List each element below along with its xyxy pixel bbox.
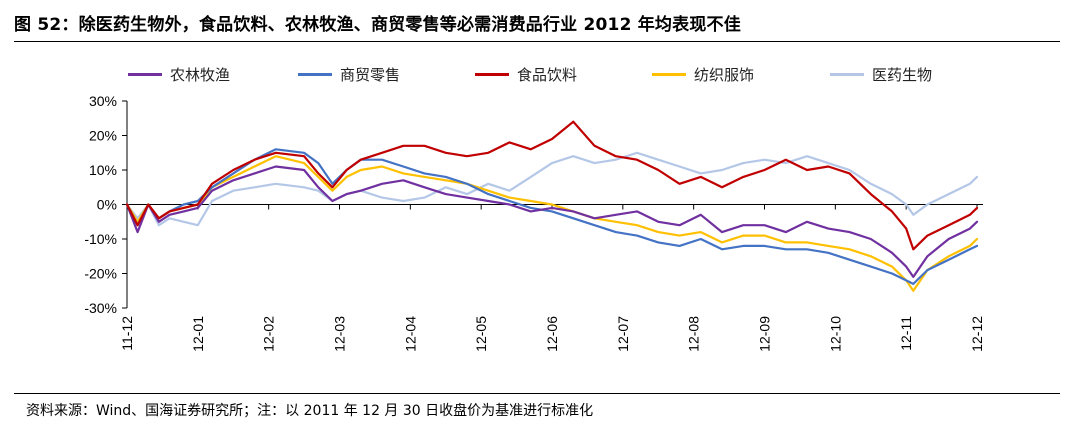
- legend-swatch-4: [830, 72, 864, 76]
- legend-item-2: 食品饮料: [475, 64, 577, 84]
- chart-series-layer: [125, 120, 979, 292]
- title-divider: [14, 41, 1060, 42]
- legend-swatch-3: [652, 72, 686, 76]
- legend-label-0: 农林牧渔: [170, 65, 231, 84]
- legend-item-0: 农林牧渔: [128, 64, 230, 84]
- x-tick-label: 12-11: [898, 316, 914, 351]
- x-tick-label: 12-06: [544, 316, 560, 352]
- legend-swatch-1: [298, 72, 332, 76]
- legend-item-4: 医药生物: [830, 64, 932, 84]
- y-tick-label: 10%: [89, 162, 117, 178]
- series-line-0: [125, 165, 979, 278]
- legend-label-2: 食品饮料: [517, 65, 578, 84]
- series-line-1: [125, 148, 979, 285]
- legend-label-4: 医药生物: [872, 65, 933, 84]
- x-tick-label: 11-12: [119, 316, 135, 351]
- x-tick-label: 12-02: [261, 316, 277, 352]
- x-tick-label: 12-10: [827, 316, 843, 352]
- legend-item-3: 纺织服饰: [652, 64, 754, 84]
- series-line-2: [125, 120, 979, 251]
- x-tick-label: 12-07: [615, 316, 631, 352]
- y-tick-label: -10%: [84, 231, 117, 247]
- x-tick-label: 12-03: [332, 316, 348, 352]
- legend-label-3: 纺织服饰: [694, 65, 755, 84]
- legend-label-1: 商贸零售: [340, 65, 401, 84]
- y-tick-label: -30%: [84, 300, 117, 316]
- footer-divider: [14, 393, 1060, 394]
- source-note: 资料来源：Wind、国海证券研究所；注：以 2011 年 12 月 30 日收盘…: [26, 403, 594, 419]
- x-tick-label: 12-04: [402, 316, 418, 352]
- y-tick-label: -20%: [84, 266, 117, 282]
- x-tick-label: 12-01: [190, 316, 206, 352]
- x-tick-label: 12-05: [473, 316, 489, 352]
- legend-item-1: 商贸零售: [298, 64, 400, 84]
- series-line-3: [125, 155, 979, 292]
- y-tick-label: 30%: [89, 93, 117, 109]
- x-tick-label: 12-12: [969, 316, 985, 352]
- x-tick-label: 12-08: [686, 316, 702, 352]
- y-tick-label: 20%: [89, 128, 117, 144]
- legend-swatch-0: [128, 72, 162, 76]
- legend-swatch-2: [475, 72, 509, 76]
- x-tick-label: 12-09: [757, 316, 773, 352]
- chart-title: 图 52：除医药生物外，食品饮料、农林牧渔、商贸零售等必需消费品行业 2012 …: [14, 15, 741, 35]
- chart-axes: 30% 20% 10% 0% -10% -20% -30%11-12 12-01 12-02 12…: [84, 93, 985, 352]
- series-line-4: [125, 151, 979, 227]
- chart-legend: 农林牧渔 商贸零售 食品饮料 纺织服饰 医药生物: [120, 64, 1020, 84]
- y-tick-label: 0%: [97, 197, 117, 213]
